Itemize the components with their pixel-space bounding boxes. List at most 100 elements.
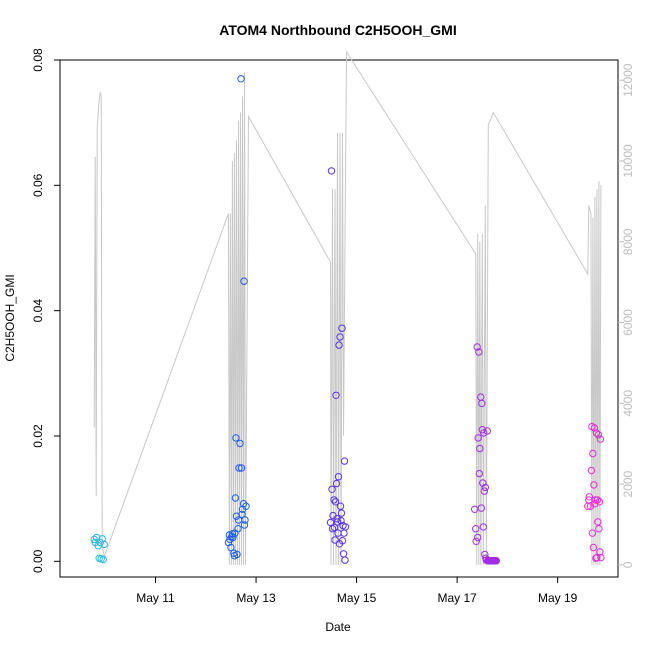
data-point-s4-10 bbox=[590, 424, 599, 432]
x-tick-label: May 19 bbox=[538, 591, 578, 605]
y-tick-label: 0.08 bbox=[31, 48, 45, 72]
altitude-line bbox=[93, 50, 602, 565]
data-point-s3-7 bbox=[475, 469, 483, 478]
data-point-s1-13 bbox=[233, 550, 241, 559]
data-point-s4-4 bbox=[587, 466, 596, 475]
y2-tick-label: 12000 bbox=[621, 63, 635, 97]
data-point-s3-10 bbox=[477, 504, 485, 512]
data-point-s4-11 bbox=[591, 500, 599, 508]
data-point-s3-14 bbox=[479, 523, 487, 531]
x-tick-label: May 15 bbox=[337, 591, 377, 605]
y2-tick-label: 2000 bbox=[621, 470, 635, 497]
data-point-s2-22 bbox=[338, 537, 347, 545]
data-point-s2-20 bbox=[337, 509, 346, 517]
plot-frame bbox=[59, 59, 619, 578]
data-point-s1-14 bbox=[234, 525, 242, 533]
data-point-s3-21 bbox=[483, 427, 491, 435]
data-point-s3-13 bbox=[479, 479, 487, 487]
y2-tick-label: 10000 bbox=[621, 144, 635, 178]
altitude-trace bbox=[93, 50, 602, 565]
data-point-s2-6 bbox=[330, 523, 339, 532]
data-point-s4-8 bbox=[589, 543, 598, 552]
data-point-s4-12 bbox=[591, 496, 600, 504]
data-point-s3-39 bbox=[492, 557, 500, 565]
data-point-s4-9 bbox=[590, 481, 598, 489]
data-point-s2-7 bbox=[331, 536, 339, 544]
x-axis: May 11 May 13 May 15 May 17 May 19 bbox=[136, 577, 578, 605]
data-point-s1-19 bbox=[237, 464, 246, 472]
data-point-s3-1 bbox=[472, 525, 480, 533]
data-point-s3-6 bbox=[475, 348, 483, 356]
data-point-s3-11 bbox=[478, 399, 486, 408]
data-point-s4-19 bbox=[595, 525, 603, 533]
y-axis-right: 0 2000 4000 6000 8000 10000 12000 bbox=[618, 63, 635, 568]
data-point-s4-22 bbox=[596, 435, 605, 443]
data-point-s2-12 bbox=[333, 518, 342, 526]
x-tick-label: May 17 bbox=[437, 591, 477, 605]
y-axis-label: C2H5OOH_GMI bbox=[3, 274, 17, 361]
data-point-s4-15 bbox=[593, 553, 601, 562]
data-point-s2-17 bbox=[336, 333, 344, 341]
data-point-s3-5 bbox=[474, 434, 482, 442]
y-axis-left: 0.00 0.02 0.04 0.06 0.08 bbox=[31, 48, 60, 573]
data-point-s1-26 bbox=[242, 502, 250, 510]
data-point-s1-25 bbox=[241, 516, 249, 524]
data-point-s1-16 bbox=[235, 464, 243, 472]
data-point-s1-24 bbox=[240, 521, 249, 529]
data-point-s1-20 bbox=[238, 510, 246, 518]
y-tick-label: 0.02 bbox=[31, 424, 45, 448]
data-point-s2-5 bbox=[330, 496, 338, 504]
data-point-s2-10 bbox=[332, 479, 341, 488]
data-point-s3-15 bbox=[480, 429, 488, 437]
data-point-s3-4 bbox=[474, 533, 482, 542]
data-point-s0-8 bbox=[99, 555, 107, 564]
y-tick-label: 0.00 bbox=[31, 549, 45, 573]
data-point-s2-1 bbox=[327, 167, 336, 175]
data-point-s2-14 bbox=[334, 473, 343, 481]
y-tick-label: 0.06 bbox=[31, 173, 45, 197]
data-point-s1-22 bbox=[239, 500, 248, 508]
y2-tick-label: 0 bbox=[621, 561, 635, 568]
data-point-s2-21 bbox=[338, 324, 346, 332]
data-point-s4-14 bbox=[592, 429, 601, 437]
data-point-s2-19 bbox=[337, 516, 345, 525]
data-point-s0-5 bbox=[96, 538, 104, 547]
data-point-s3-8 bbox=[476, 444, 484, 453]
data-point-s1-6 bbox=[229, 533, 237, 542]
data-point-s2-11 bbox=[333, 515, 341, 523]
y-tick-label: 0.04 bbox=[31, 299, 45, 323]
data-point-s2-25 bbox=[340, 529, 348, 537]
data-point-s4-17 bbox=[594, 518, 602, 526]
data-point-s2-3 bbox=[328, 525, 337, 533]
y2-tick-label: 4000 bbox=[621, 390, 635, 417]
data-point-s2-2 bbox=[328, 485, 336, 493]
data-point-s4-6 bbox=[588, 529, 597, 537]
data-point-s2-28 bbox=[341, 523, 350, 531]
data-point-s4-20 bbox=[595, 498, 604, 506]
y2-tick-label: 6000 bbox=[621, 309, 635, 336]
data-point-s3-16 bbox=[480, 487, 488, 495]
data-point-s3-2 bbox=[472, 537, 480, 545]
data-point-s1-18 bbox=[237, 75, 245, 83]
data-point-s4-23 bbox=[597, 553, 605, 562]
data-point-s1-3 bbox=[227, 543, 235, 552]
data-point-s4-2 bbox=[585, 493, 593, 501]
data-point-s2-27 bbox=[341, 556, 349, 564]
data-point-s2-9 bbox=[332, 391, 340, 399]
data-point-s2-18 bbox=[336, 502, 345, 510]
data-points bbox=[90, 75, 605, 565]
y2-tick-label: 8000 bbox=[621, 228, 635, 255]
data-point-s1-10 bbox=[231, 494, 240, 502]
data-point-s2-8 bbox=[331, 498, 340, 506]
x-tick-label: May 13 bbox=[236, 591, 276, 605]
data-point-s2-15 bbox=[335, 341, 343, 349]
x-axis-label: Date bbox=[325, 620, 351, 634]
data-point-s4-21 bbox=[596, 548, 604, 556]
data-point-s0-9 bbox=[100, 540, 108, 549]
chart-title: ATOM4 Northbound C2H5OOH_GMI bbox=[219, 22, 456, 38]
data-point-s0-2 bbox=[93, 533, 101, 542]
data-point-s4-7 bbox=[589, 449, 597, 458]
data-point-s1-17 bbox=[236, 439, 244, 448]
data-point-s4-18 bbox=[594, 431, 603, 439]
